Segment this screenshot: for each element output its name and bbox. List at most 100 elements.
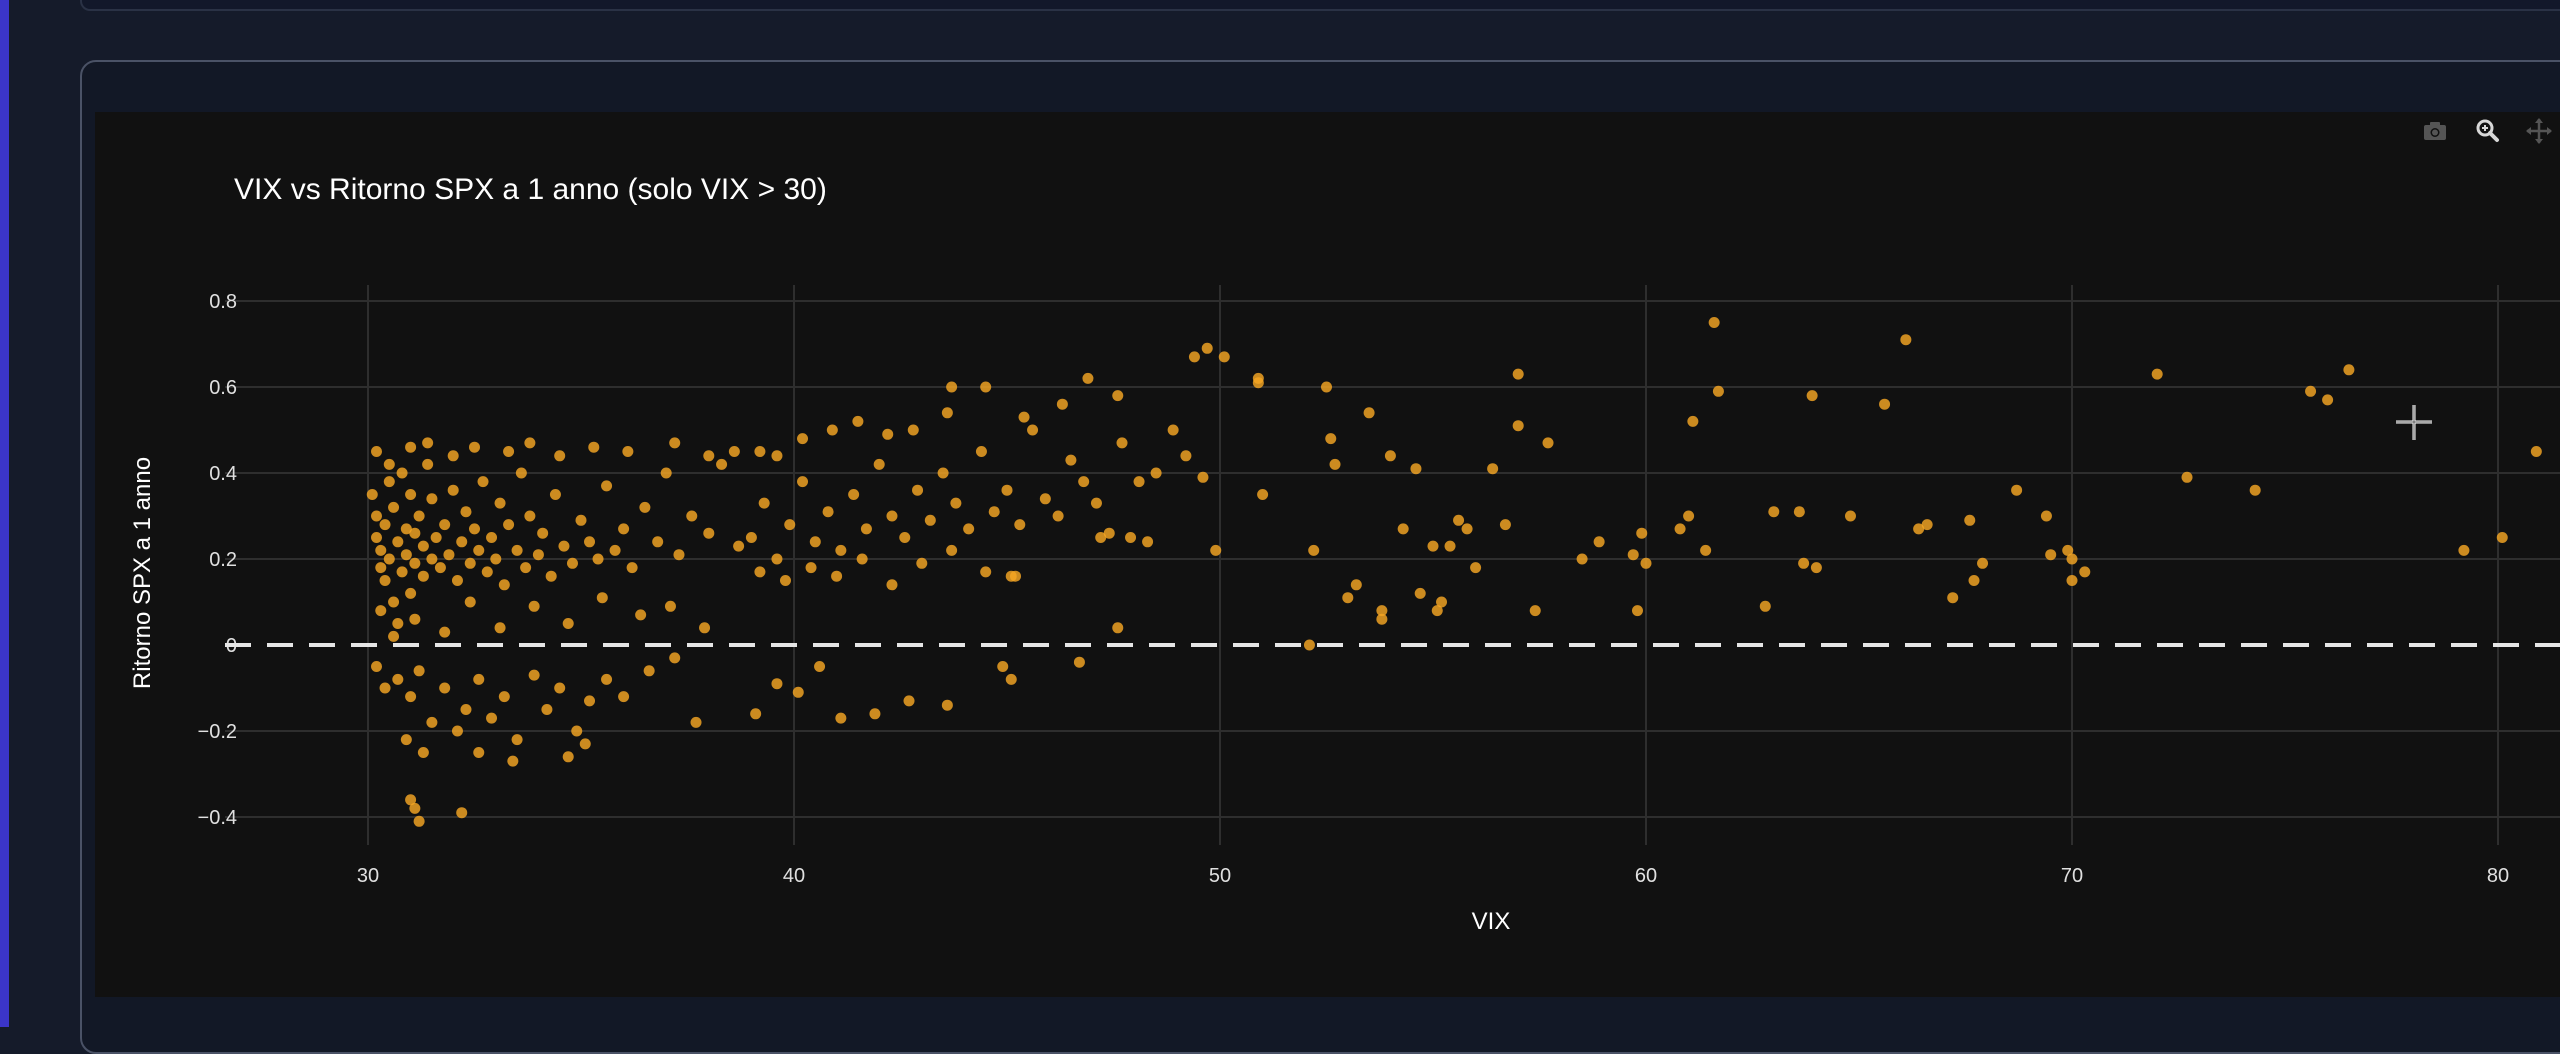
chart-modebar (2420, 116, 2554, 146)
scatter-point (451, 725, 463, 737)
scatter-point (946, 544, 958, 556)
scatter-point (469, 523, 480, 535)
x-tick-label: 70 (2061, 865, 2083, 887)
scatter-point (439, 519, 451, 531)
scatter-point (1090, 497, 1102, 509)
scatter-point (494, 622, 506, 634)
y-tick-label: 0.2 (209, 549, 237, 571)
zoom-icon[interactable] (2472, 116, 2502, 146)
scatter-point (771, 678, 783, 690)
scatter-point (2079, 566, 2091, 578)
scatter-point (473, 747, 485, 758)
scatter-point (1056, 398, 1068, 410)
scatter-point (946, 381, 958, 393)
camera-icon[interactable] (2420, 116, 2450, 146)
scatter-point (456, 807, 468, 819)
scatter-point (1350, 579, 1362, 591)
scatter-point (1210, 544, 1222, 556)
scatter-point (869, 708, 881, 720)
scatter-point (422, 437, 434, 449)
scatter-point (392, 673, 404, 685)
scatter-point (579, 738, 591, 750)
scatter-point (371, 661, 383, 672)
scatter-point (860, 523, 872, 535)
scatter-point (451, 575, 463, 586)
scatter-point (2040, 510, 2052, 522)
scatter-point (388, 501, 400, 513)
scatter-point (371, 510, 383, 522)
scatter-point (1683, 510, 1695, 522)
scatter-point (1470, 562, 1482, 574)
scatter-point (1636, 527, 1648, 539)
scatter-point (477, 476, 489, 488)
scatter-point (434, 562, 446, 574)
scatter-point (690, 716, 702, 728)
scatter-point (1529, 605, 1541, 617)
scatter-point (673, 549, 685, 561)
scatter-point (375, 544, 387, 556)
scatter-point (498, 579, 510, 591)
scatter-point (1879, 398, 1891, 410)
scatter-point (554, 450, 566, 462)
scatter-point (643, 665, 655, 677)
scatter-point (400, 549, 412, 561)
scatter-point (575, 514, 587, 526)
chart-title: VIX vs Ritorno SPX a 1 anno (solo VIX > … (234, 173, 827, 206)
scatter-point (686, 510, 698, 522)
scatter-point (639, 501, 651, 513)
scatter-point (1197, 471, 1209, 483)
scatter-point (405, 587, 417, 599)
scatter-point (1453, 514, 1465, 526)
scatter-point (941, 407, 953, 419)
scatter-point (635, 609, 647, 621)
scatter-point (371, 532, 383, 543)
scatter-point (797, 433, 809, 445)
scatter-point (826, 424, 838, 436)
x-axis-label: VIX (1472, 908, 1511, 935)
scatter-point (413, 815, 425, 827)
scatter-point (456, 536, 468, 548)
scatter-point (409, 527, 421, 539)
scatter-point (975, 446, 987, 457)
scatter-point (494, 497, 506, 509)
scatter-point (447, 450, 459, 462)
scatter-point (1414, 587, 1426, 599)
scatter-point (379, 519, 391, 531)
scatter-point (1052, 510, 1064, 522)
scatter-point (528, 669, 540, 681)
y-tick-label: 0.4 (209, 463, 237, 485)
scatter-point (1576, 553, 1588, 565)
scatter-point (716, 458, 728, 470)
scatter-point (988, 506, 1000, 518)
scatter-point (469, 441, 480, 453)
scatter-point (566, 557, 578, 569)
window-accent-bar (0, 0, 9, 1027)
scatter-point (584, 695, 596, 707)
scatter-point (1329, 458, 1341, 470)
y-tick-label: −0.2 (198, 721, 237, 743)
scatter-point (1039, 493, 1051, 505)
y-axis-label: Ritorno SPX a 1 anno (129, 457, 156, 689)
scatter-point (1150, 467, 1162, 479)
scatter-point (856, 553, 868, 565)
scatter-point (1073, 656, 1085, 668)
scatter-point (903, 695, 915, 707)
scatter-point (745, 532, 757, 543)
scatter-points (366, 317, 2542, 827)
scatter-point (1768, 506, 1780, 518)
scatter-point (1806, 390, 1818, 402)
scatter-point (1103, 527, 1115, 539)
scatter-point (1027, 424, 1039, 436)
top-panel (80, 0, 2560, 11)
scatter-point (950, 497, 962, 509)
scatter-point (1384, 450, 1396, 462)
scatter-point (601, 480, 613, 492)
scatter-point (1397, 523, 1409, 535)
scatter-point (1180, 450, 1192, 462)
scatter-point (2011, 484, 2023, 496)
scatter-point (426, 553, 438, 565)
pan-icon[interactable] (2524, 116, 2554, 146)
scatter-point (524, 437, 536, 449)
scatter-point (1712, 385, 1724, 397)
